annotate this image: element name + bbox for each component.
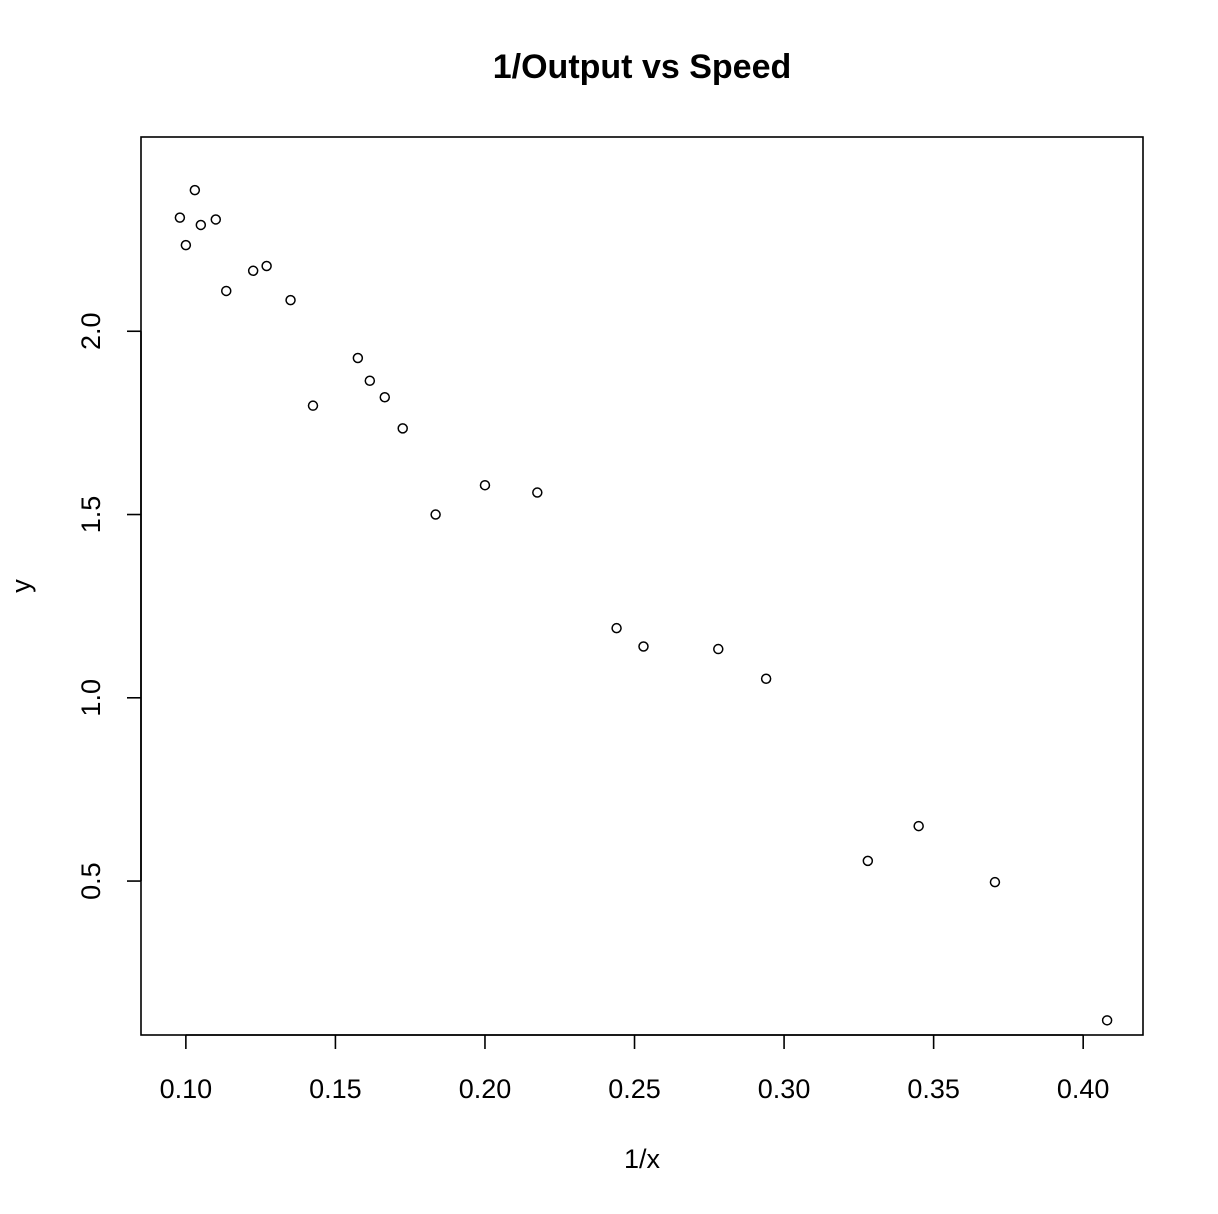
y-tick-label: 1.0 <box>76 679 106 717</box>
x-tick-label: 0.10 <box>160 1074 213 1104</box>
x-tick-label: 0.20 <box>459 1074 512 1104</box>
x-tick-label: 0.25 <box>608 1074 661 1104</box>
data-points <box>174 184 1113 1026</box>
data-point <box>913 820 924 832</box>
y-tick-label: 0.5 <box>76 862 106 900</box>
y-axis: 0.5 1.0 1.5 2.0 <box>76 312 142 900</box>
data-point <box>352 352 364 364</box>
data-point <box>430 509 441 520</box>
plot-area-frame <box>140 136 1144 1036</box>
data-point <box>285 294 296 306</box>
data-point <box>397 423 408 434</box>
data-point <box>247 265 259 277</box>
data-point <box>210 214 222 225</box>
data-point <box>989 876 1001 888</box>
x-tick-label: 0.30 <box>758 1074 811 1104</box>
x-tick-label: 0.40 <box>1057 1074 1110 1104</box>
x-axis: 0.10 0.15 0.20 0.25 0.30 0.35 0.40 <box>160 1034 1110 1104</box>
data-point <box>180 239 192 251</box>
y-axis-label: y <box>6 579 36 593</box>
data-point <box>307 400 319 411</box>
x-axis-label: 1/x <box>624 1144 661 1174</box>
data-point <box>189 184 201 196</box>
data-point <box>195 219 207 231</box>
data-point <box>638 641 649 652</box>
data-point <box>261 260 272 272</box>
y-tick-label: 2.0 <box>76 312 106 350</box>
data-point <box>532 487 543 498</box>
chart-title: 1/Output vs Speed <box>493 48 792 86</box>
data-point <box>379 391 391 403</box>
data-point <box>611 622 622 634</box>
data-point <box>174 212 186 223</box>
data-point <box>220 285 232 297</box>
data-point <box>713 643 724 655</box>
x-tick-label: 0.15 <box>309 1074 362 1104</box>
data-point <box>364 375 376 386</box>
data-point <box>479 479 491 491</box>
y-tick-label: 1.5 <box>76 496 106 534</box>
data-point <box>1101 1015 1113 1026</box>
data-point <box>862 855 874 867</box>
data-point <box>760 673 772 684</box>
x-tick-label: 0.35 <box>907 1074 960 1104</box>
